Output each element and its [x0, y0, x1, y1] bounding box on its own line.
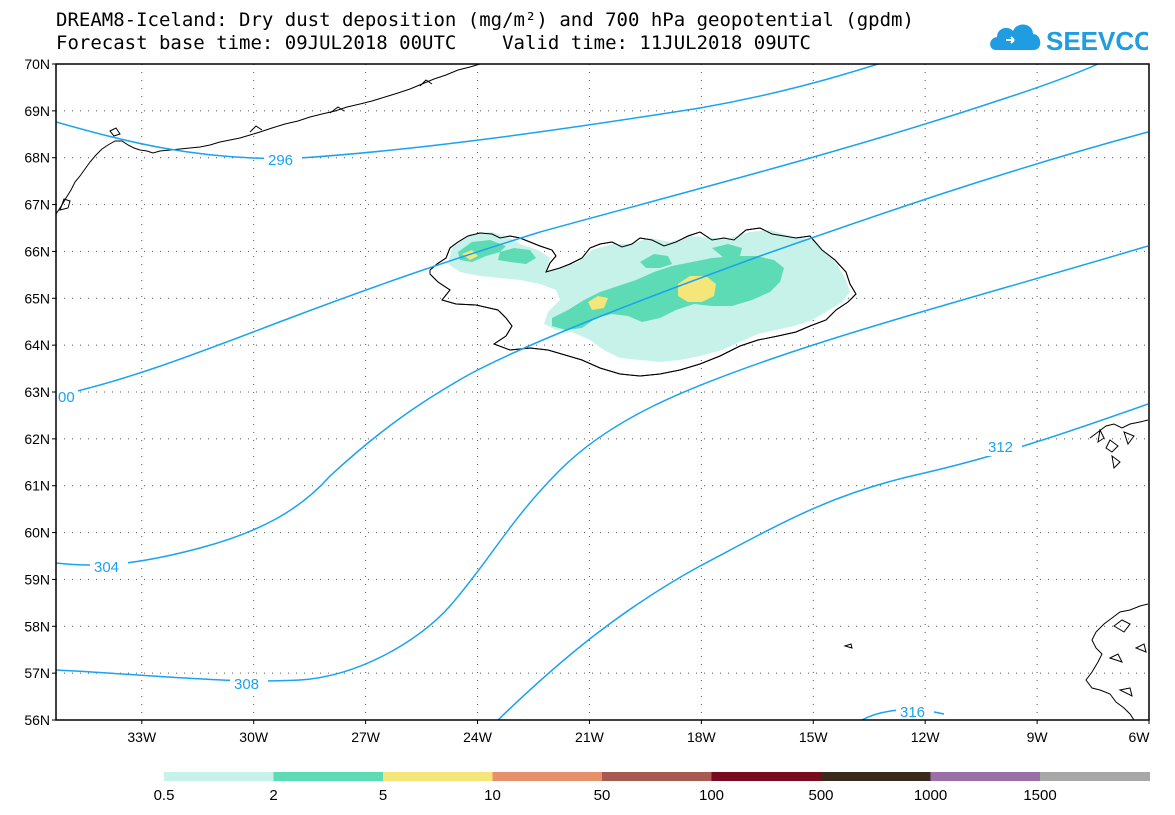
dust-deposition-field — [448, 230, 850, 362]
colorbar-swatch — [383, 772, 493, 781]
lat-label: 63N — [24, 384, 50, 400]
contour-312 — [497, 403, 1149, 720]
scotland-coast — [1085, 603, 1149, 720]
colorbar-label: 50 — [594, 787, 611, 804]
lon-label: 27W — [351, 729, 381, 745]
lat-label: 68N — [24, 150, 50, 166]
lat-label: 67N — [24, 197, 50, 213]
colorbar-swatch — [273, 772, 384, 781]
longitude-labels: 33W 30W 27W 24W 21W 18W 15W 12W 9W 6W — [127, 720, 1150, 745]
lat-label: 65N — [24, 290, 50, 306]
colorbar-label: 1000 — [914, 787, 947, 804]
lat-label: 58N — [24, 618, 50, 634]
lat-label: 57N — [24, 665, 50, 681]
colorbar-swatch — [164, 772, 274, 781]
lat-label: 59N — [24, 571, 50, 587]
lat-label: 69N — [24, 103, 50, 119]
graticule-grid — [56, 64, 1149, 720]
contour-label-304: 304 — [94, 559, 119, 576]
contour-300 — [56, 64, 1099, 397]
colorbar-label: 500 — [808, 787, 833, 804]
lon-label: 12W — [911, 729, 941, 745]
lat-label: 66N — [24, 243, 50, 259]
colorbar-swatch — [930, 772, 1041, 781]
contour-label-300: 00 — [58, 389, 75, 406]
colorbar-label: 1500 — [1023, 787, 1056, 804]
lat-label: 60N — [24, 525, 50, 541]
colorbar-swatch — [1040, 772, 1150, 781]
lon-label: 33W — [127, 729, 157, 745]
colorbar: 0.5 2 5 10 50 100 500 1000 1500 — [154, 772, 1150, 804]
lat-label: 61N — [24, 478, 50, 494]
colorbar-label: 0.5 — [154, 787, 175, 804]
lat-label: 64N — [24, 337, 50, 353]
greenland-coast — [56, 64, 481, 215]
colorbar-label: 5 — [379, 787, 387, 804]
contour-label-296: 296 — [268, 152, 293, 169]
colorbar-swatch — [602, 772, 712, 781]
lon-label: 15W — [799, 729, 829, 745]
title-line-1: DREAM8-Iceland: Dry dust deposition (mg/… — [56, 9, 914, 31]
contour-labels: 296 00 304 308 312 316 — [56, 150, 1022, 721]
latitude-labels: 70N 69N 68N 67N 66N 65N 64N 63N 62N 61N 60N 59N 58N 5… — [24, 56, 56, 728]
lon-label: 30W — [239, 729, 269, 745]
colorbar-label: 2 — [269, 787, 277, 804]
lat-label: 56N — [24, 712, 50, 728]
colorbar-swatch — [492, 772, 603, 781]
contour-label-312: 312 — [988, 439, 1013, 456]
contour-label-316: 316 — [900, 704, 925, 721]
lon-label: 18W — [687, 729, 717, 745]
title-line-2: Forecast base time: 09JUL2018 00UTC Vali… — [56, 32, 811, 54]
contour-304 — [56, 131, 1149, 566]
geopotential-contours — [56, 64, 1149, 720]
lon-label: 6W — [1129, 729, 1151, 745]
colorbar-label: 10 — [484, 787, 501, 804]
lat-label: 70N — [24, 56, 50, 72]
colorbar-swatch — [711, 772, 822, 781]
lon-label: 21W — [575, 729, 605, 745]
lat-label: 62N — [24, 431, 50, 447]
colorbar-label: 100 — [699, 787, 724, 804]
lon-label: 24W — [463, 729, 493, 745]
colorbar-swatch — [821, 772, 931, 781]
lon-label: 9W — [1027, 729, 1049, 745]
plot-frame — [55, 63, 1150, 721]
contour-296 — [56, 64, 879, 160]
contour-label-308: 308 — [234, 676, 259, 693]
contour-308 — [56, 245, 1149, 682]
